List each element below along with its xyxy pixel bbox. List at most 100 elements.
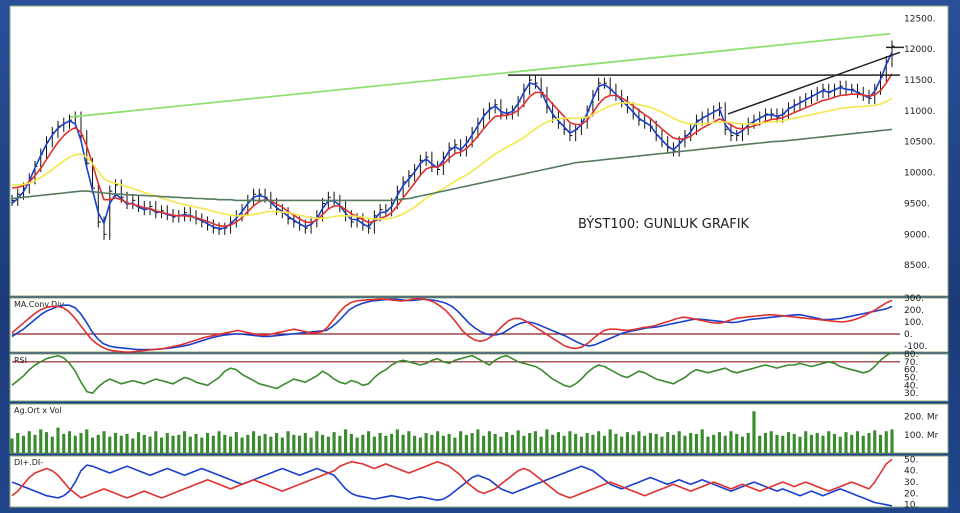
- volume-bar: [574, 433, 578, 453]
- volume-bar: [717, 432, 722, 453]
- price-tick-label: 11000.: [904, 107, 936, 117]
- volume-bar: [280, 437, 284, 453]
- volume-bar: [631, 434, 635, 453]
- volume-bar: [706, 436, 710, 453]
- volume-bar: [671, 434, 676, 453]
- volume-pane-label: Ag.Ort x Vol: [14, 406, 62, 415]
- volume-bar: [505, 432, 509, 453]
- volume-bar: [62, 433, 66, 453]
- volume-bar: [344, 429, 348, 453]
- price-tick-label: 10500.: [904, 138, 936, 148]
- volume-bar: [568, 431, 572, 453]
- volume-bar: [234, 432, 238, 453]
- volume-bar: [763, 433, 768, 453]
- volume-bar: [177, 434, 181, 453]
- volume-bar: [182, 431, 187, 453]
- volume-bar: [447, 433, 451, 453]
- volume-bar: [108, 436, 112, 453]
- price-tick-label: 9500.: [904, 199, 930, 209]
- volume-bar: [712, 434, 716, 453]
- volume-bar: [608, 429, 612, 453]
- volume-bar: [50, 436, 54, 453]
- volume-bar: [188, 436, 192, 453]
- volume-bar: [251, 431, 256, 453]
- macd-tick-label: 0.: [904, 330, 913, 340]
- volume-bar: [315, 431, 319, 453]
- price-tick-label: 10000.: [904, 169, 936, 179]
- volume-bar: [211, 435, 215, 453]
- price-pane: 12500. 12000. 11500. 11000. 10500. 10000. 9500…: [9, 5, 949, 297]
- volume-bar: [142, 434, 146, 453]
- volume-bar: [660, 436, 664, 453]
- volume-bar: [39, 429, 43, 453]
- volume-bar: [246, 434, 250, 453]
- volume-bar: [119, 435, 123, 453]
- dmi-tick-label: 40.: [904, 467, 918, 477]
- volume-bar: [338, 435, 342, 453]
- price-tick-label: 12500.: [904, 14, 936, 24]
- macd-tick-label: -100.: [904, 342, 927, 352]
- trend-line-black: [727, 51, 901, 115]
- volume-bar: [418, 437, 422, 453]
- rsi-pane-background: [9, 353, 949, 402]
- volume-bar: [171, 435, 175, 453]
- volume-bar: [303, 433, 307, 453]
- volume-bar: [332, 432, 336, 453]
- dmi-tick-label: 50.: [904, 455, 918, 465]
- volume-bar: [159, 437, 164, 453]
- macd-series-line-1: [11, 297, 893, 353]
- volume-bar: [850, 434, 854, 453]
- volume-bar: [884, 431, 888, 453]
- volume-bar: [510, 434, 514, 453]
- volume-bar: [44, 432, 49, 453]
- volume-bar: [821, 435, 825, 453]
- volume-bar: [27, 431, 31, 453]
- rsi-tick-label: 30.: [904, 389, 918, 399]
- volume-bar: [809, 434, 814, 453]
- volume-bar: [349, 433, 353, 453]
- volume-bar: [516, 430, 520, 453]
- volume-bar: [326, 436, 330, 453]
- volume-bar: [746, 433, 750, 453]
- macd-pane-label: MA.Conv.Div: [14, 300, 64, 309]
- volume-bar: [453, 437, 457, 453]
- volume-bar: [378, 433, 382, 453]
- volume-bar: [861, 435, 865, 453]
- price-tick-label: 8500.: [904, 261, 930, 271]
- macd-pane: 300. 200. 100. 0. -100. MA.Conv.Div: [9, 294, 949, 353]
- volume-bar: [154, 431, 158, 453]
- volume-bar: [257, 435, 261, 453]
- volume-bar: [407, 431, 411, 453]
- volume-bar: [384, 435, 388, 453]
- price-tick-label: 12000.: [904, 45, 936, 55]
- volume-bar: [424, 433, 428, 453]
- volume-bar: [786, 432, 791, 453]
- volume-bar: [441, 435, 445, 453]
- volume-bar: [85, 429, 89, 453]
- volume-bar: [482, 435, 486, 453]
- volume-bar: [752, 411, 756, 453]
- macd-tick-label: 200.: [904, 306, 924, 316]
- volume-bar: [855, 431, 860, 453]
- price-pane-background: [9, 5, 949, 297]
- volume-bar: [493, 433, 497, 453]
- rsi-series-line-0: [11, 351, 893, 395]
- volume-bar: [200, 437, 204, 453]
- volume-bar: [654, 433, 658, 453]
- volume-bar: [73, 435, 77, 453]
- rsi-tick-label: 80.: [904, 350, 918, 360]
- volume-bar: [556, 432, 560, 453]
- volume-bar: [136, 432, 141, 453]
- price-series-line-1: [11, 73, 893, 228]
- volume-bar: [758, 435, 762, 453]
- volume-bar: [67, 431, 72, 453]
- volume-pane: 200. Mr 100. Mr Ag.Ort x Vol: [9, 403, 949, 454]
- volume-bar: [395, 429, 399, 453]
- volume-bar: [522, 435, 526, 453]
- volume-bar: [815, 433, 819, 453]
- volume-tick-label: 100. Mr: [904, 431, 939, 441]
- volume-bar: [867, 433, 871, 453]
- volume-bar: [597, 431, 601, 453]
- volume-bar: [401, 434, 405, 453]
